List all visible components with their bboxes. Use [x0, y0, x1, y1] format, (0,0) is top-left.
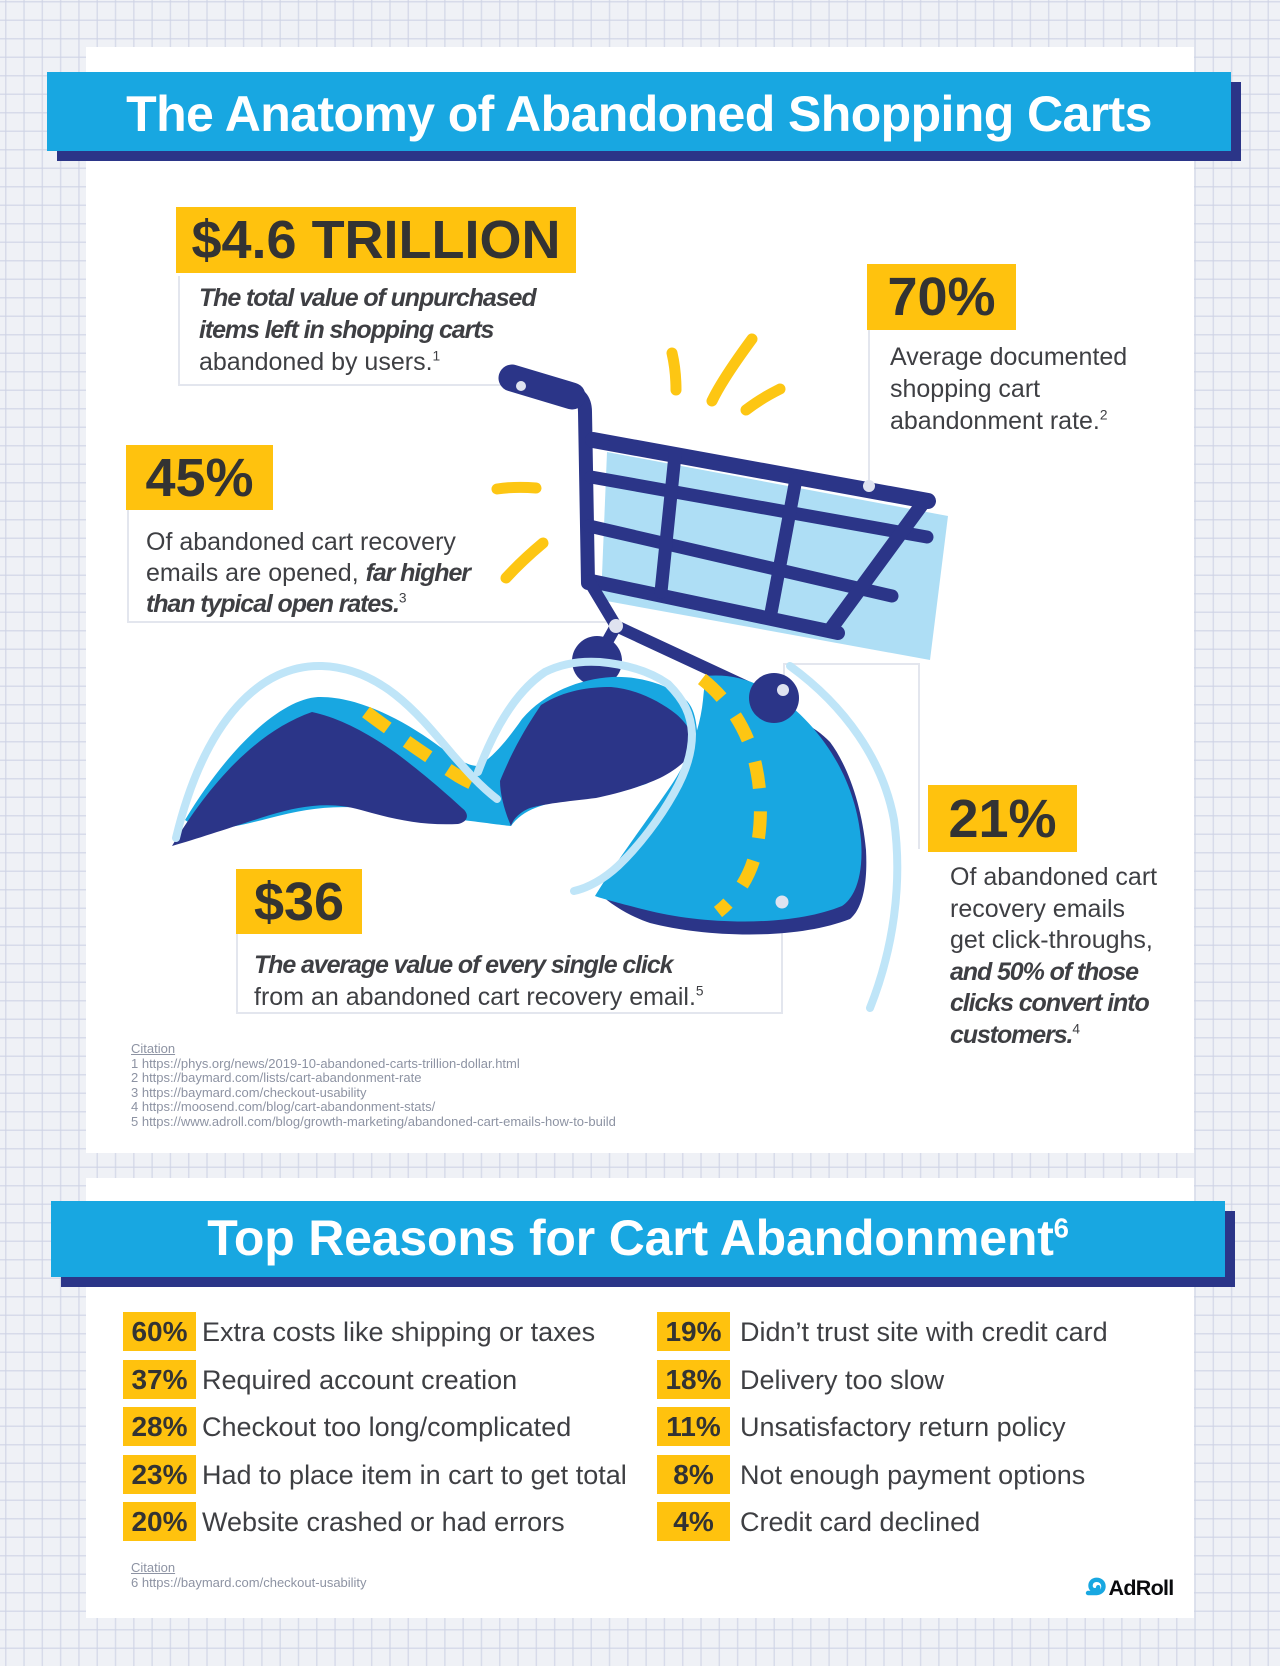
svg-text:AdRoll: AdRoll: [1109, 1576, 1174, 1600]
